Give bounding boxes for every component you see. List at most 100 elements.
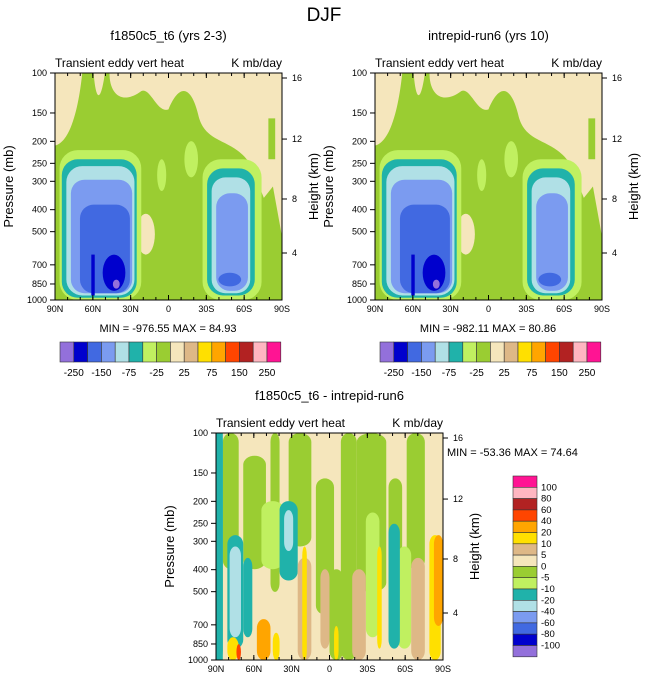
y-tick-label: 200 — [352, 136, 367, 146]
x-tick-label: 0 — [166, 304, 171, 314]
y-tick-label: 700 — [32, 260, 47, 270]
contour-fill-powderblue — [284, 510, 294, 552]
contour-fill-purple — [432, 279, 440, 289]
x-tick-label: 0 — [327, 664, 332, 674]
contour-fill-lightgreen — [261, 501, 285, 570]
colorbar-box — [476, 341, 491, 363]
x-tick-label: 90N — [47, 304, 64, 314]
x-tick-label: 60S — [556, 304, 572, 314]
colorbar-label: -250 — [384, 368, 404, 379]
y-right-tick-label: 12 — [453, 494, 463, 504]
x-tick-label: 60N — [405, 304, 422, 314]
y-tick-label: 100 — [193, 428, 208, 438]
contour-area — [375, 73, 602, 300]
colorbar-label: -80 — [541, 629, 555, 640]
contour-fill-royalblue — [218, 272, 242, 287]
contour-fill-purple — [112, 279, 120, 289]
contour-fill-lightgreen — [477, 159, 487, 192]
contour-fill-cornflowerblue — [536, 193, 568, 291]
contour-fill-lightgreen — [157, 159, 167, 192]
contour-fill-yellowgreen — [243, 455, 266, 570]
right-string: K mb/day — [392, 416, 443, 430]
colorbar-label: 75 — [526, 368, 538, 379]
colorbar-label: -150 — [411, 368, 431, 379]
y-tick-label: 300 — [32, 176, 47, 186]
colorbar-box — [545, 341, 560, 363]
y-tick-label: 850 — [352, 279, 367, 289]
colorbar-box — [128, 341, 144, 363]
contour-fill-gold — [377, 546, 382, 649]
colorbar-label: 250 — [259, 368, 276, 379]
contour-fill-mediumblue — [422, 254, 446, 291]
colorbar-label: 5 — [541, 550, 546, 561]
colorbar-box — [73, 341, 88, 363]
contour-area — [55, 73, 282, 300]
min-max-stats: MIN = -976.55 MAX = 84.93 — [100, 323, 237, 335]
x-tick-label: 30S — [518, 304, 534, 314]
colorbar-label: -5 — [541, 573, 549, 584]
y-tick-label: 1000 — [347, 295, 367, 305]
x-tick-label: 60N — [246, 664, 263, 674]
y-tick-label: 150 — [352, 108, 367, 118]
contour-fill-mediumblue — [411, 254, 415, 296]
right-string: K mb/day — [231, 56, 282, 70]
colorbar-box — [379, 341, 395, 363]
min-max-stats: MIN = -53.36 MAX = 74.64 — [447, 447, 578, 459]
contour-fill-yellowgreen — [406, 433, 425, 570]
contour-fill-gold — [334, 625, 339, 660]
y-right-tick-label: 16 — [453, 433, 463, 443]
colorbar-box — [225, 341, 240, 363]
colorbar-box — [512, 554, 538, 567]
y-right-tick-label: 8 — [612, 194, 617, 204]
y-right-tick-label: 4 — [292, 248, 297, 258]
contour-wrap — [375, 73, 602, 300]
figure-title: DJF — [307, 5, 342, 26]
colorbar-box — [512, 532, 538, 545]
colorbar-box — [586, 341, 602, 363]
colorbar-label: 150 — [551, 368, 568, 379]
panel-1: intrepid-run6 (yrs 10) Transient eddy ver… — [321, 28, 641, 335]
x-tick-label: 30S — [198, 304, 214, 314]
y-tick-label: 100 — [32, 68, 47, 78]
colorbar-horizontal: -250 -150 -75 -25 25 75 150 250 — [379, 341, 602, 379]
y-tick-label: 700 — [193, 620, 208, 630]
x-tick-label: 30N — [122, 304, 139, 314]
contour-fill-lightgreen — [184, 141, 199, 178]
panel-0: f1850c5_t6 (yrs 2-3) Transient eddy vert … — [1, 28, 321, 335]
colorbar-box — [512, 498, 538, 511]
contour-fill-lightgreen — [365, 512, 380, 638]
colorbar-box — [183, 341, 199, 363]
contour-fill-orangered — [236, 644, 241, 660]
colorbar-box — [512, 599, 538, 612]
y-tick-label: 100 — [352, 68, 367, 78]
y-axis-label: Pressure (mb) — [321, 145, 336, 227]
y-tick-label: 500 — [32, 227, 47, 237]
contour-fill-tan — [352, 569, 366, 660]
contour-fill-lightgreen — [504, 141, 519, 178]
panel-title: intrepid-run6 (yrs 10) — [428, 28, 549, 43]
colorbar-box — [393, 341, 408, 363]
colorbar-label: -25 — [149, 368, 164, 379]
y-axis-label: Pressure (mb) — [1, 145, 16, 227]
y-axis-label: Pressure (mb) — [162, 505, 177, 587]
left-string: Transient eddy vert heat — [375, 56, 505, 70]
colorbar-box — [407, 341, 422, 363]
colorbar-box — [512, 520, 538, 533]
left-string: Transient eddy vert heat — [216, 416, 346, 430]
min-max-stats: MIN = -982.11 MAX = 80.86 — [420, 323, 556, 335]
contour-fill-royalblue — [538, 272, 562, 287]
colorbar-label: -150 — [91, 368, 111, 379]
colorbar-box — [512, 577, 538, 590]
colorbar-box — [252, 341, 268, 363]
colorbar-label: 20 — [541, 528, 552, 539]
colorbar-box — [59, 341, 75, 363]
colorbar-box — [114, 341, 130, 363]
colorbar-box — [156, 341, 171, 363]
y-right-tick-label: 16 — [292, 73, 302, 83]
colorbar-label: 80 — [541, 494, 552, 505]
contour-fill-yellowgreen — [222, 433, 239, 570]
y-right-tick-label: 16 — [612, 73, 622, 83]
colorbar-label: 40 — [541, 516, 552, 527]
x-tick-label: 90S — [594, 304, 610, 314]
